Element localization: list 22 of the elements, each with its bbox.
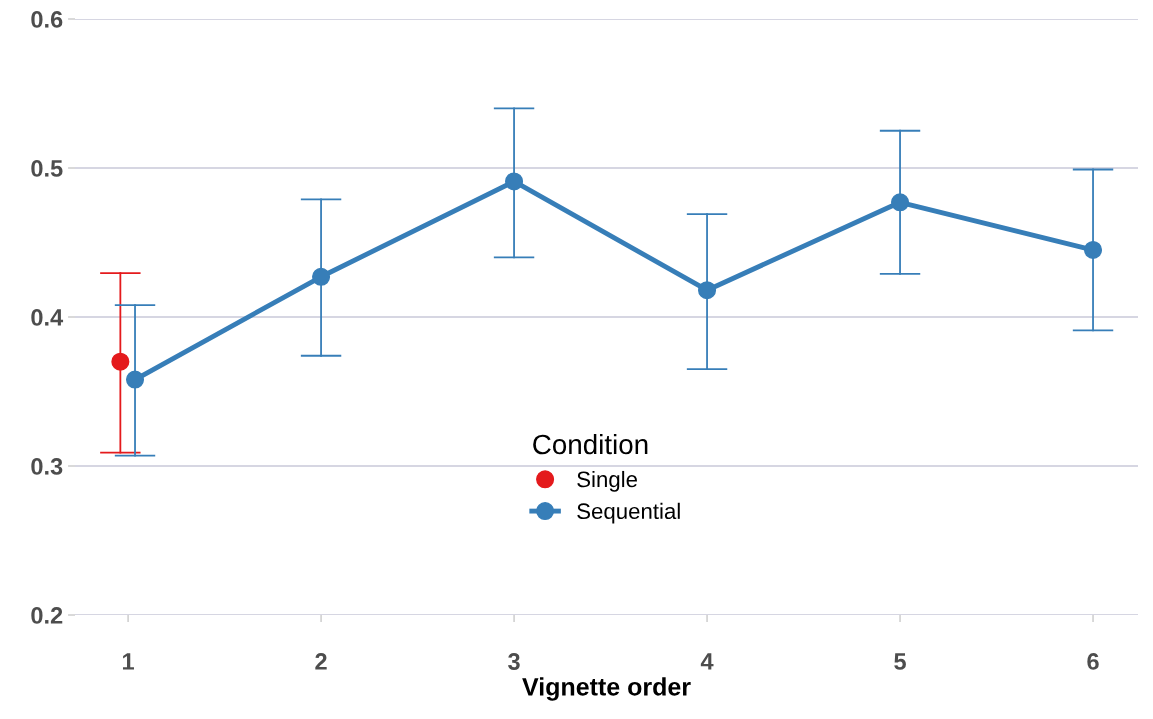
y-tick-label: 0.5 xyxy=(31,160,63,177)
x-tick-label: 1 xyxy=(122,653,134,670)
y-tick-label: 0.6 xyxy=(31,11,63,28)
x-axis-title: Vignette order xyxy=(522,677,691,701)
x-tick-label: 4 xyxy=(700,653,714,670)
point xyxy=(111,352,130,371)
x-tick-label: 2 xyxy=(315,653,327,670)
point xyxy=(505,172,524,191)
point xyxy=(698,281,717,300)
y-tick-label: 0.4 xyxy=(31,309,64,326)
legend-label: Single xyxy=(577,470,637,492)
y-tick-label: 0.2 xyxy=(31,607,63,624)
point xyxy=(891,193,910,212)
legend-label: Sequential xyxy=(577,502,680,524)
x-tick-label: 3 xyxy=(508,653,520,670)
y-tick-label: 0.3 xyxy=(31,458,63,475)
x-tick-label: 5 xyxy=(894,653,906,670)
point xyxy=(312,267,331,286)
point xyxy=(125,370,145,389)
legend-title: Condition xyxy=(533,433,648,455)
point xyxy=(1084,240,1103,259)
x-tick-label: 6 xyxy=(1087,653,1099,670)
